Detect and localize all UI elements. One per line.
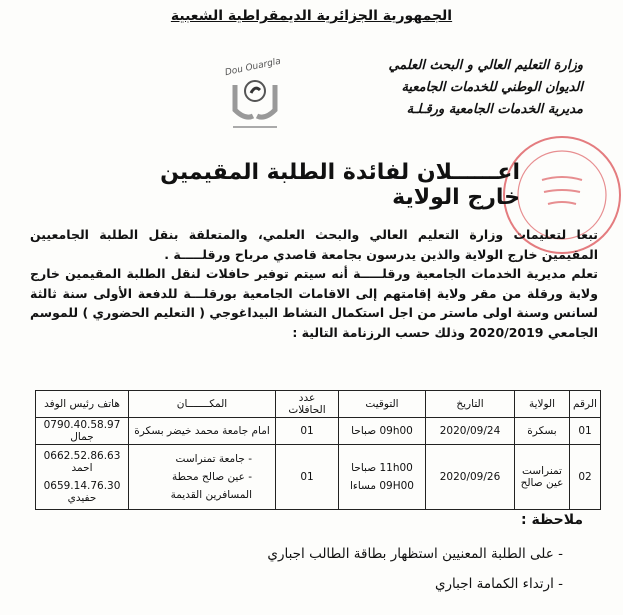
- announcement-title: اعــــــلان لفائدة الطلبة المقيمين خارج …: [160, 160, 520, 210]
- schedule-table: الرقم الولاية التاريخ التوقيت عدد الحافل…: [35, 390, 601, 510]
- paragraph: تبعا لتعليمات وزارة التعليم العالي والبح…: [30, 227, 598, 262]
- directorate-line: مديرية الخدمات الجامعية ورقـلـة: [406, 102, 583, 117]
- office-line: الديوان الوطني للخدمات الجامعية: [401, 80, 583, 95]
- col-time: التوقيت: [338, 390, 426, 418]
- col-buses: عدد الحافلات: [275, 390, 339, 418]
- note-text: على الطلبة المعنيين استظهار بطاقة الطالب…: [267, 546, 554, 562]
- cell-phone: 0662.52.86.63 احمد 0659.14.76.30 حفيدي: [35, 444, 129, 510]
- cell-date: 2020/09/24: [425, 417, 515, 445]
- table-row: 01 بسكرة 2020/09/24 09h00 صباحا 01 امام …: [35, 417, 601, 445]
- time-line: 09H00 مساءا: [349, 480, 414, 492]
- col-date: التاريخ: [425, 390, 515, 418]
- note-text: ارتداء الكمامة اجباري: [434, 576, 554, 592]
- announcement-body: تبعا لتعليمات وزارة التعليم العالي والبح…: [30, 225, 598, 342]
- cell-buses: 01: [275, 444, 339, 510]
- cell-number: 01: [569, 417, 601, 445]
- table-header-row: الرقم الولاية التاريخ التوقيت عدد الحافل…: [35, 390, 601, 418]
- note-item: - على الطلبة المعنيين استظهار بطاقة الطا…: [267, 546, 563, 562]
- notes-section: ملاحظة : - على الطلبة المعنيين استظهار ب…: [23, 512, 583, 606]
- official-stamp: [492, 130, 623, 260]
- cell-time: 11h00 صباحا 09H00 مساءا: [338, 444, 426, 510]
- phone-line: 0659.14.76.30 حفيدي: [43, 480, 121, 504]
- cell-wilaya: بسكرة: [514, 417, 570, 445]
- svg-text:Dou Ouargla: Dou Ouargla: [224, 57, 282, 79]
- cell-date: 2020/09/26: [425, 444, 515, 510]
- col-phone: هاتف رئيس الوفد: [35, 390, 129, 418]
- cell-place: امام جامعة محمد خيضر بسكرة: [128, 417, 276, 445]
- cell-phone: 0790.40.58.97 جمال: [35, 417, 129, 445]
- note-item: - ارتداء الكمامة اجباري: [434, 576, 563, 592]
- notes-heading: ملاحظة :: [521, 512, 583, 528]
- col-place: المكـــــــان: [128, 390, 276, 418]
- paragraph: تعلم مديرية الخدمات الجامعية ورقلـــــة …: [30, 266, 598, 340]
- cell-buses: 01: [275, 417, 339, 445]
- col-number: الرقم: [569, 390, 601, 418]
- cell-time: 09h00 صباحا: [338, 417, 426, 445]
- phone-line: 0662.52.86.63 احمد: [43, 450, 121, 474]
- place-line: - جامعة تمنراست: [175, 453, 252, 465]
- place-line: - عين صالح محطة المسافرين القديمة: [170, 471, 252, 501]
- cell-place: - جامعة تمنراست - عين صالح محطة المسافرين…: [128, 444, 276, 510]
- time-line: 11h00 صباحا: [351, 462, 413, 474]
- cell-number: 02: [569, 444, 601, 510]
- cell-wilaya: تمنراست عين صالح: [514, 444, 570, 510]
- ministry-line: وزارة التعليم العالي و البحث العلمي: [388, 58, 583, 73]
- table-row: 02 تمنراست عين صالح 2020/09/26 11h00 صبا…: [35, 444, 601, 510]
- logo: Dou Ouargla: [215, 55, 295, 135]
- col-wilaya: الولاية: [514, 390, 570, 418]
- republic-heading: الجمهورية الجزائرية الديمقراطية الشعبية: [170, 8, 453, 24]
